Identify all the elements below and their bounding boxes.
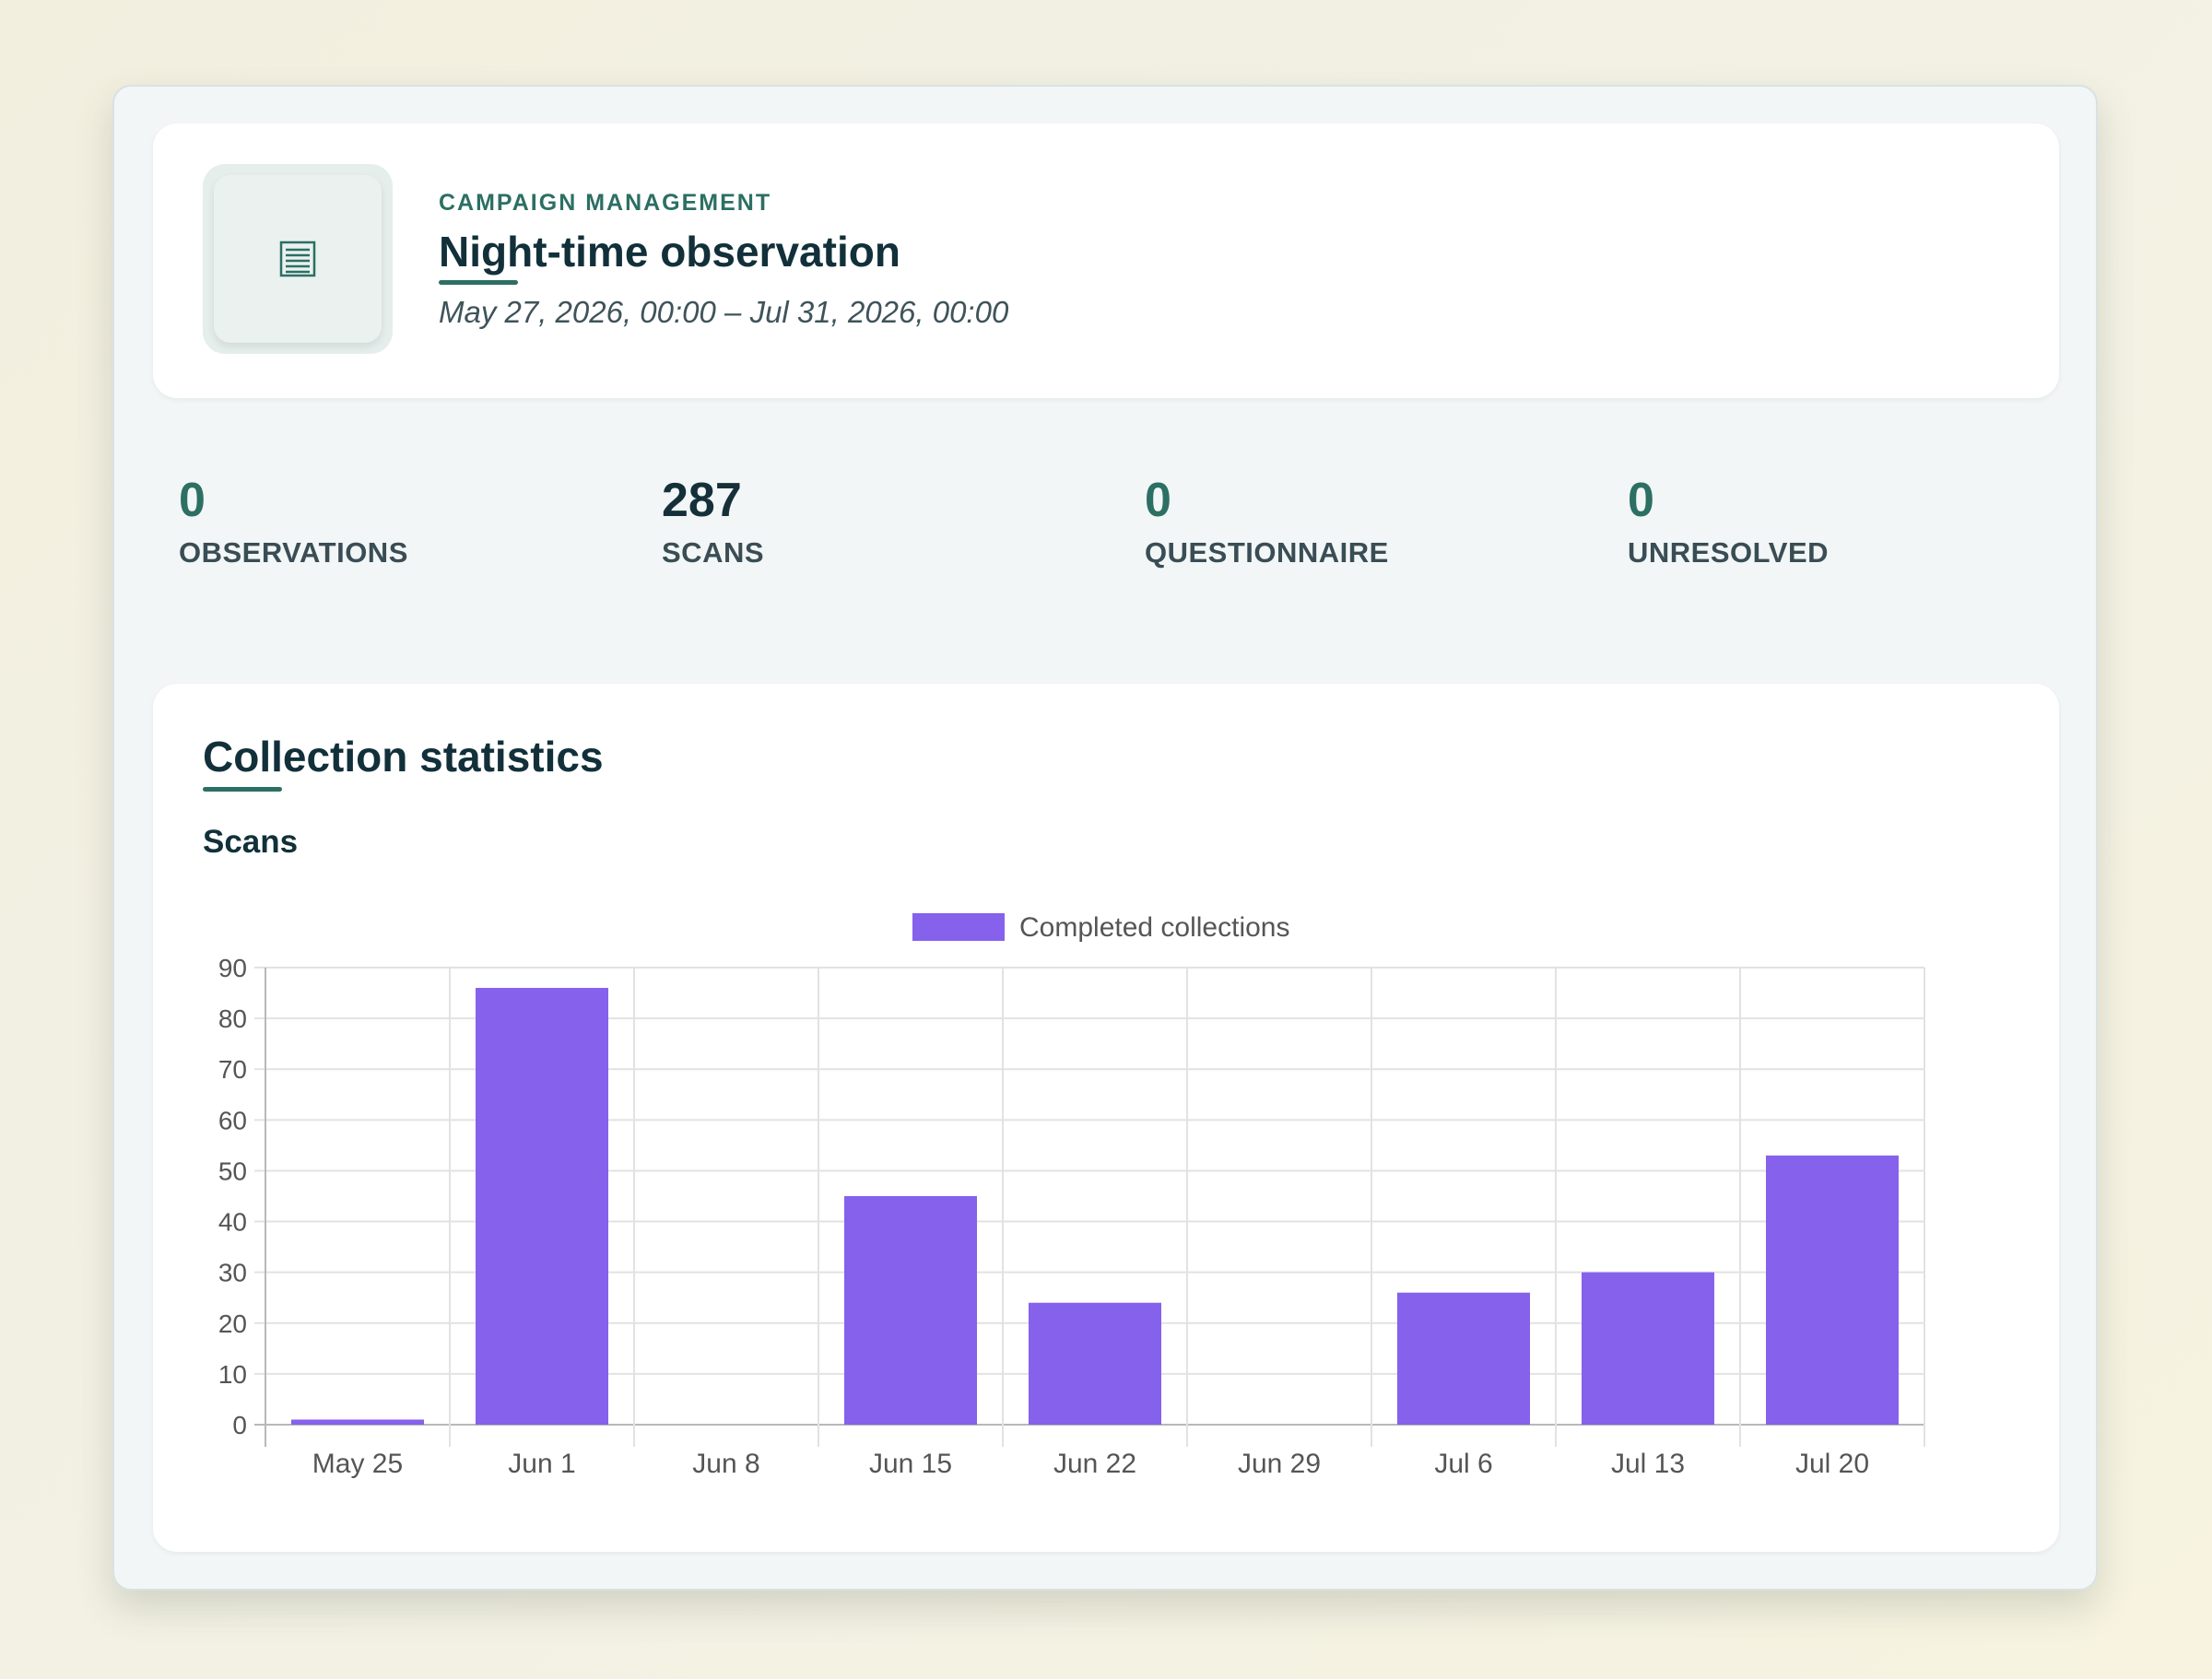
- stat-label: QUESTIONNAIRE: [1145, 536, 1389, 569]
- y-tick-label: 50: [218, 1157, 247, 1185]
- document-icon: [214, 175, 382, 343]
- section-eyebrow: CAMPAIGN MANAGEMENT: [439, 190, 772, 216]
- page-title: Night-time observation: [439, 228, 900, 276]
- x-tick-label: Jul 20: [1795, 1449, 1869, 1479]
- x-tick-label: Jun 29: [1238, 1449, 1321, 1479]
- stat-value: 287: [662, 474, 742, 527]
- stat-label: SCANS: [662, 536, 765, 569]
- x-tick-label: Jun 15: [869, 1449, 952, 1479]
- stat-observations: 0 OBSERVATIONS: [179, 472, 408, 569]
- bar: [1029, 1302, 1161, 1425]
- stat-questionnaire: 0 QUESTIONNAIRE: [1145, 472, 1389, 569]
- x-tick-label: Jun 8: [692, 1449, 759, 1479]
- stat-label: OBSERVATIONS: [179, 536, 408, 569]
- y-tick-label: 80: [218, 1004, 247, 1033]
- stat-scans: 287 SCANS: [662, 472, 764, 569]
- y-tick-label: 60: [218, 1106, 247, 1134]
- stat-value: 0: [1145, 474, 1171, 527]
- y-tick-label: 20: [218, 1309, 247, 1338]
- scans-bar-chart: 0 10 20 30 40 50 60 70 80 90 May 25 Jun 1 Jun 8 Jun 1…: [218, 912, 1925, 1479]
- legend-label: Completed collections: [1019, 912, 1289, 943]
- bar: [476, 988, 608, 1425]
- y-tick-label: 40: [218, 1208, 247, 1237]
- x-tick-label: Jun 22: [1053, 1449, 1136, 1479]
- y-tick-label: 70: [218, 1055, 247, 1084]
- collection-statistics-card: Collection statistics Scans 0 10 20 30 40 50 6…: [153, 684, 2059, 1552]
- bar: [291, 1419, 424, 1425]
- stats-row: 0 OBSERVATIONS 287 SCANS 0 QUESTIONNAIRE…: [153, 472, 2059, 601]
- x-tick-label: Jun 1: [508, 1449, 575, 1479]
- document-icon-glyph: [279, 241, 316, 277]
- bar: [1582, 1272, 1714, 1425]
- x-tick-label: Jul 13: [1611, 1449, 1685, 1479]
- bar: [844, 1196, 977, 1425]
- stat-label: UNRESOLVED: [1628, 536, 1830, 569]
- chart-subtitle: Scans: [203, 824, 299, 860]
- x-tick-label: Jul 6: [1434, 1449, 1492, 1479]
- stat-value: 0: [179, 474, 206, 527]
- bar: [1766, 1155, 1899, 1425]
- campaign-panel: CAMPAIGN MANAGEMENT Night-time observati…: [112, 85, 2098, 1591]
- bar: [1397, 1292, 1530, 1425]
- y-tick-label: 10: [218, 1360, 247, 1389]
- stat-value: 0: [1628, 474, 1654, 527]
- campaign-header-card: CAMPAIGN MANAGEMENT Night-time observati…: [153, 123, 2059, 398]
- y-tick-label: 0: [232, 1411, 247, 1439]
- y-tick-label: 90: [218, 954, 247, 982]
- y-tick-label: 30: [218, 1259, 247, 1287]
- section-title: Collection statistics: [203, 733, 604, 781]
- campaign-date-range: May 27, 2026, 00:00 – Jul 31, 2026, 00:0…: [439, 295, 1009, 329]
- legend-swatch: [912, 913, 1005, 941]
- title-underline: [439, 280, 518, 285]
- section-underline: [203, 787, 282, 792]
- x-tick-label: May 25: [312, 1449, 403, 1479]
- stat-unresolved: 0 UNRESOLVED: [1628, 472, 1829, 569]
- campaign-icon-box: [203, 164, 393, 354]
